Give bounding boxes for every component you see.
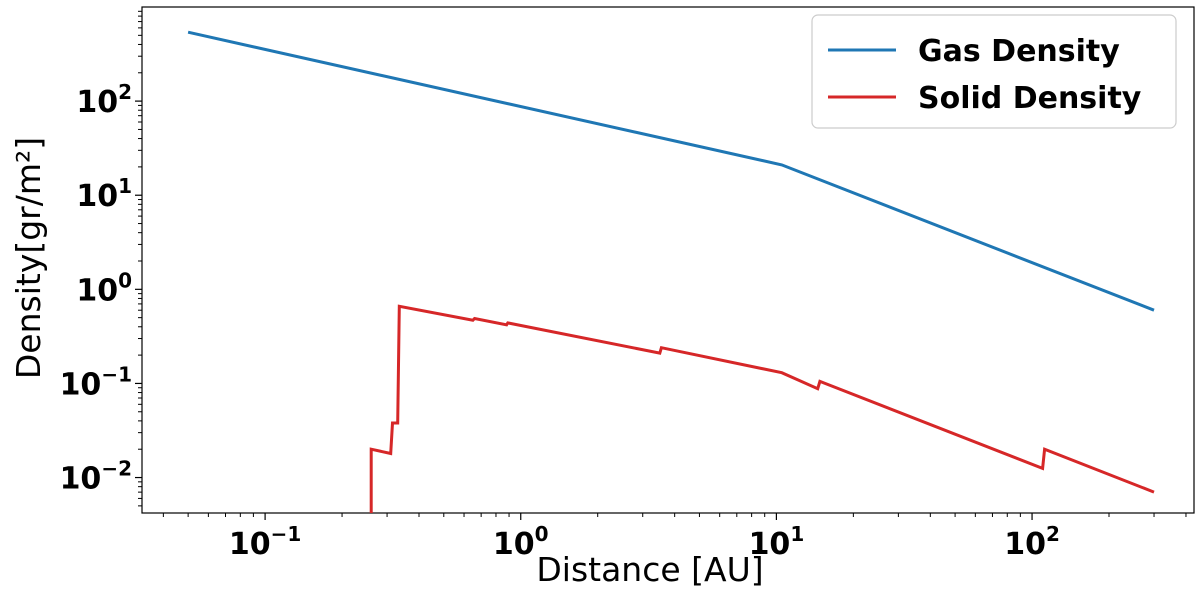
legend-label-solid-density: Solid Density [918,81,1142,116]
x-tick-label: 10−1 [229,522,301,562]
y-tick-label: 101 [76,174,132,214]
y-tick-label: 100 [76,268,132,308]
x-tick-label: 100 [493,522,549,562]
gas-density-line [187,30,1155,312]
y-tick-label: 102 [76,80,132,120]
y-tick-label: 10−1 [60,362,132,402]
legend-box [811,14,1177,129]
x-tick-label: 102 [1004,522,1060,562]
x-tick-label: 101 [749,522,805,562]
x-axis-label: Distance [AU] [536,550,763,589]
y-tick-labels: 10−2 10−1 100 101 102 [60,80,132,496]
series-lines [187,30,1155,513]
tick-marks [135,10,1187,520]
solid-density-line [369,304,1155,513]
plot-frame [141,6,1195,514]
y-tick-label: 10−2 [60,457,132,497]
legend-label-gas-density: Gas Density [918,34,1120,69]
legend: Gas Density Solid Density [811,14,1177,129]
y-axis-label: Density[gr/m²] [9,137,48,379]
x-tick-labels: 10−1 100 101 102 [229,522,1060,562]
